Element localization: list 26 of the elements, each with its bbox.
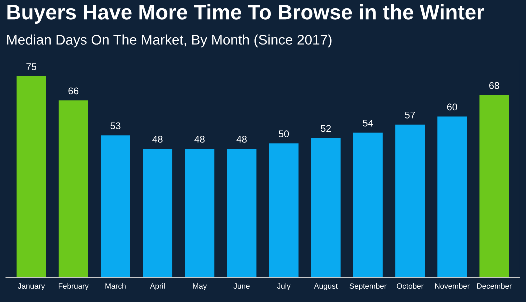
data-label: 48	[194, 136, 205, 143]
data-label: 53	[110, 122, 121, 130]
bar	[480, 95, 510, 278]
bar	[269, 144, 299, 278]
bar	[227, 148, 257, 278]
data-label: 57	[405, 112, 416, 119]
data-label: 68	[490, 82, 500, 90]
bar	[185, 148, 215, 278]
bar	[16, 76, 46, 278]
data-label: 50	[279, 130, 290, 138]
data-label: 48	[236, 136, 247, 143]
data-label: 60	[447, 104, 458, 111]
bar	[143, 148, 173, 278]
bar	[396, 124, 426, 278]
data-label: 48	[152, 136, 163, 143]
bar	[58, 100, 88, 278]
data-label: 75	[26, 64, 37, 70]
bar	[311, 138, 341, 278]
data-label: 54	[363, 120, 374, 127]
chart-subtitle: Median Days On The Market, By Month (Since 2017)	[7, 34, 332, 48]
chart-title: Buyers Have More Time To Browse in the Winter	[8, 4, 484, 24]
data-label: 66	[68, 88, 79, 95]
bar	[353, 132, 383, 278]
bar	[100, 136, 130, 278]
bar	[438, 116, 468, 278]
data-label: 52	[321, 125, 332, 132]
